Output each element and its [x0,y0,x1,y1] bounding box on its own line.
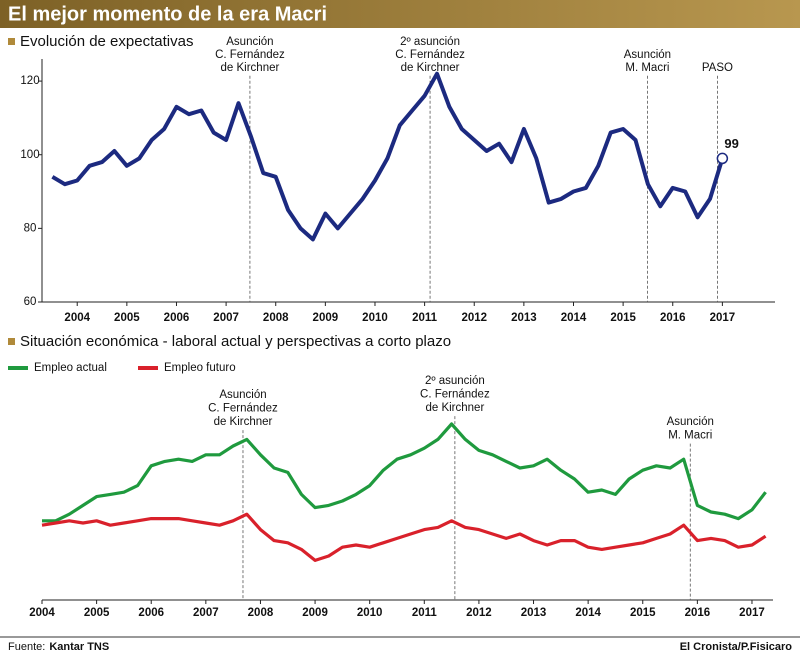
annotation: de Kirchner [214,416,273,428]
x-tick-label: 2008 [263,312,289,324]
annotation: C. Fernández [420,389,490,401]
x-tick-label: 2009 [313,312,339,324]
x-tick-label: 2010 [362,312,388,324]
annotation: C. Fernández [208,403,278,415]
chart-title: Evolución de expectativas [20,33,193,50]
x-tick-label: 2013 [511,312,537,324]
x-tick-label: 2007 [213,312,239,324]
x-tick-label: 2015 [630,607,656,619]
source-label: Fuente: [8,641,45,653]
credit: El Cronista/P.Fisicaro [680,641,793,653]
last-point [716,152,729,165]
x-tick-label: 2017 [739,607,765,619]
header-bar [0,0,800,28]
y-tick-label: 80 [24,222,37,234]
legend-label: Empleo futuro [164,362,236,374]
x-tick-label: 2015 [610,312,636,324]
annotation: Asunción [226,36,273,48]
annotation: PASO [702,62,733,74]
annotation: Asunción [667,416,714,428]
x-tick-label: 2008 [248,607,274,619]
value-label: 99 [724,136,738,151]
annotation: de Kirchner [401,62,460,74]
source: Kantar TNS [49,641,109,653]
x-tick-label: 2004 [64,312,90,324]
x-tick-label: 2009 [302,607,328,619]
x-tick-label: 2014 [561,312,587,324]
annotation: C. Fernández [395,49,465,61]
y-tick-label: 100 [20,149,39,161]
legend-label: Empleo actual [34,362,107,374]
annotation: Asunción [624,49,671,61]
annotation: M. Macri [625,62,669,74]
x-tick-label: 2005 [84,607,110,619]
x-tick-label: 2012 [466,607,492,619]
x-tick-label: 2011 [412,607,438,619]
x-tick-label: 2010 [357,607,383,619]
x-tick-label: 2016 [660,312,686,324]
x-tick-label: 2007 [193,607,219,619]
annotation: de Kirchner [221,62,280,74]
x-tick-label: 2017 [710,312,736,324]
series-line [41,512,767,562]
x-tick-label: 2006 [138,607,164,619]
x-tick-label: 2012 [461,312,487,324]
series-line [42,422,767,523]
annotation: M. Macri [668,430,712,442]
annotation: C. Fernández [215,49,285,61]
x-tick-label: 2006 [164,312,190,324]
annotation: 2º asunción [425,375,485,387]
annotation: Asunción [219,389,266,401]
y-tick-label: 120 [20,75,39,87]
x-tick-label: 2011 [412,312,438,324]
x-tick-label: 2013 [521,607,547,619]
x-tick-label: 2016 [685,607,711,619]
annotation: de Kirchner [425,402,484,414]
x-tick-label: 2004 [29,607,55,619]
series-line [51,71,725,242]
chart-title: Situación económica - laboral actual y p… [20,333,451,350]
annotation: 2º asunción [400,36,460,48]
bullet [8,38,15,45]
x-tick-label: 2014 [575,607,601,619]
bullet [8,338,15,345]
title: El mejor momento de la era Macri [8,3,327,25]
x-tick-label: 2005 [114,312,140,324]
y-tick-label: 60 [24,296,37,308]
